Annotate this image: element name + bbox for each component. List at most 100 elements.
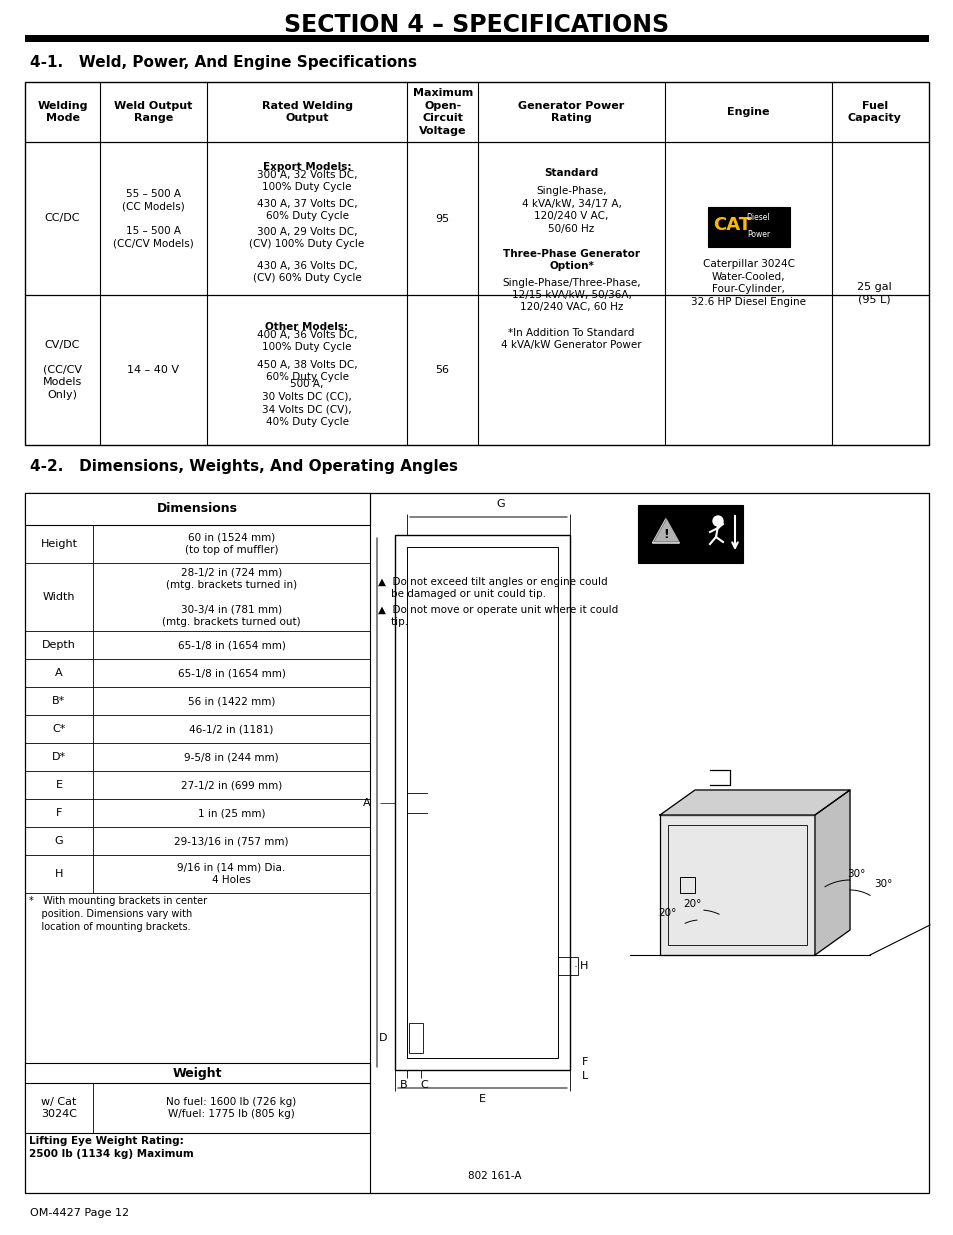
Text: No fuel: 1600 lb (726 kg)
W/fuel: 1775 lb (805 kg): No fuel: 1600 lb (726 kg) W/fuel: 1775 l… (166, 1097, 296, 1119)
Text: CC/DC: CC/DC (45, 214, 80, 224)
Text: 300 A, 32 Volts DC,
100% Duty Cycle: 300 A, 32 Volts DC, 100% Duty Cycle (256, 158, 357, 193)
Text: H: H (54, 869, 63, 879)
Text: 56 in (1422 mm): 56 in (1422 mm) (188, 697, 274, 706)
Text: ▲  Do not move or operate unit where it could
    tip.: ▲ Do not move or operate unit where it c… (377, 605, 618, 627)
Text: 27-1/2 in (699 mm): 27-1/2 in (699 mm) (181, 781, 282, 790)
Text: Single-Phase,
4 kVA/kW, 34/17 A,
120/240 V AC,
50/60 Hz: Single-Phase, 4 kVA/kW, 34/17 A, 120/240… (521, 186, 620, 233)
Text: *   With mounting brackets in center
    position. Dimensions vary with
    loca: * With mounting brackets in center posit… (29, 897, 207, 932)
Text: Caterpillar 3024C
Water-Cooled,
Four-Cylinder,
32.6 HP Diesel Engine: Caterpillar 3024C Water-Cooled, Four-Cyl… (690, 259, 805, 306)
Polygon shape (814, 790, 849, 955)
Text: Power: Power (746, 230, 769, 238)
Text: 56: 56 (436, 366, 449, 375)
Text: SECTION 4 – SPECIFICATIONS: SECTION 4 – SPECIFICATIONS (284, 14, 669, 37)
Text: 802 161-A: 802 161-A (468, 1171, 521, 1181)
Text: 55 – 500 A
(CC Models)

15 – 500 A
(CC/CV Models): 55 – 500 A (CC Models) 15 – 500 A (CC/CV… (112, 189, 193, 248)
Text: A: A (363, 798, 371, 808)
Text: Welding
Mode: Welding Mode (37, 101, 88, 124)
Text: 400 A, 36 Volts DC,
100% Duty Cycle: 400 A, 36 Volts DC, 100% Duty Cycle (256, 317, 357, 352)
Text: 4-2.   Dimensions, Weights, And Operating Angles: 4-2. Dimensions, Weights, And Operating … (30, 459, 457, 474)
Text: 430 A, 36 Volts DC,
(CV) 60% Duty Cycle: 430 A, 36 Volts DC, (CV) 60% Duty Cycle (253, 261, 361, 283)
Text: 300 A, 29 Volts DC,
(CV) 100% Duty Cycle: 300 A, 29 Volts DC, (CV) 100% Duty Cycle (249, 227, 364, 249)
Text: 9/16 in (14 mm) Dia.
4 Holes: 9/16 in (14 mm) Dia. 4 Holes (177, 863, 285, 885)
Text: D: D (378, 1032, 387, 1044)
Text: Weld Output
Range: Weld Output Range (114, 101, 193, 124)
Text: Other Models:: Other Models: (265, 322, 348, 332)
Text: Diesel: Diesel (746, 214, 769, 222)
Text: 20°: 20° (682, 899, 701, 909)
Text: OM-4427 Page 12: OM-4427 Page 12 (30, 1208, 129, 1218)
Bar (679, 877, 695, 893)
Text: D*: D* (51, 752, 66, 762)
Bar (25, 35, 928, 42)
Polygon shape (652, 519, 679, 543)
Text: Export Models:: Export Models: (262, 162, 351, 172)
Text: CAT: CAT (712, 216, 750, 233)
Text: 4-1.   Weld, Power, And Engine Specifications: 4-1. Weld, Power, And Engine Specificati… (30, 54, 416, 69)
Text: Depth: Depth (42, 640, 76, 650)
Text: E: E (478, 1094, 485, 1104)
Text: 65-1/8 in (1654 mm): 65-1/8 in (1654 mm) (177, 640, 285, 650)
Text: 450 A, 38 Volts DC,
60% Duty Cycle: 450 A, 38 Volts DC, 60% Duty Cycle (256, 359, 357, 382)
Text: A: A (55, 668, 63, 678)
Text: Weight: Weight (172, 1067, 222, 1079)
Bar (25, 493, 928, 1193)
Text: G: G (496, 499, 504, 509)
Bar (25, 82, 928, 445)
Text: H: H (579, 961, 588, 971)
Text: C: C (419, 1079, 428, 1091)
Text: ▲  Do not exceed tilt angles or engine could
    be damaged or unit could tip.: ▲ Do not exceed tilt angles or engine co… (377, 577, 607, 599)
Text: Standard: Standard (544, 168, 598, 178)
Bar (659, 815, 814, 955)
Text: B: B (399, 1079, 407, 1091)
Text: F: F (581, 1057, 588, 1067)
Circle shape (712, 516, 722, 526)
Text: 500 A,
30 Volts DC (CC),
34 Volts DC (CV),
40% Duty Cycle: 500 A, 30 Volts DC (CC), 34 Volts DC (CV… (262, 379, 352, 426)
Text: 30°: 30° (874, 878, 892, 889)
Text: Dimensions: Dimensions (157, 503, 237, 515)
Bar (707, 207, 789, 247)
Text: C*: C* (52, 724, 66, 734)
Polygon shape (653, 517, 679, 542)
Bar (409, 1023, 422, 1053)
Text: G: G (54, 836, 63, 846)
Bar (667, 825, 806, 945)
Text: Single-Phase/Three-Phase,
12/15 kVA/kW, 50/36A,
120/240 VAC, 60 Hz: Single-Phase/Three-Phase, 12/15 kVA/kW, … (501, 278, 640, 312)
Text: CV/DC

(CC/CV
Models
Only): CV/DC (CC/CV Models Only) (43, 340, 82, 400)
Text: B*: B* (52, 697, 66, 706)
Text: Height: Height (40, 538, 77, 550)
Bar (25, 493, 370, 525)
Text: Three-Phase Generator
Option*: Three-Phase Generator Option* (502, 248, 639, 272)
Text: E: E (55, 781, 63, 790)
Text: 95: 95 (436, 214, 449, 224)
Text: Lifting Eye Weight Rating:
2500 lb (1134 kg) Maximum: Lifting Eye Weight Rating: 2500 lb (1134… (29, 1136, 193, 1160)
Text: !: ! (662, 529, 668, 541)
Text: F: F (56, 808, 62, 818)
Text: 46-1/2 in (1181): 46-1/2 in (1181) (189, 724, 274, 734)
Text: Engine: Engine (726, 107, 769, 117)
Bar (558, 957, 578, 974)
Bar (395, 535, 569, 1070)
Text: 9-5/8 in (244 mm): 9-5/8 in (244 mm) (184, 752, 278, 762)
Text: *In Addition To Standard
4 kVA/kW Generator Power: *In Addition To Standard 4 kVA/kW Genera… (500, 327, 641, 351)
Text: Width: Width (43, 592, 75, 601)
Text: L: L (581, 1071, 588, 1081)
Text: 20°: 20° (658, 909, 677, 919)
Bar (638, 505, 742, 563)
Text: Maximum
Open-
Circuit
Voltage: Maximum Open- Circuit Voltage (412, 89, 473, 136)
Text: 30°: 30° (846, 869, 864, 879)
Text: 25 gal
(95 L): 25 gal (95 L) (857, 283, 891, 305)
Text: 65-1/8 in (1654 mm): 65-1/8 in (1654 mm) (177, 668, 285, 678)
Text: 29-13/16 in (757 mm): 29-13/16 in (757 mm) (174, 836, 289, 846)
Polygon shape (659, 790, 849, 815)
Text: Rated Welding
Output: Rated Welding Output (261, 101, 353, 124)
Text: 430 A, 37 Volts DC,
60% Duty Cycle: 430 A, 37 Volts DC, 60% Duty Cycle (256, 199, 357, 221)
Text: 28-1/2 in (724 mm)
(mtg. brackets turned in)

30-3/4 in (781 mm)
(mtg. brackets : 28-1/2 in (724 mm) (mtg. brackets turned… (162, 567, 300, 627)
Bar (25, 1063, 370, 1132)
Text: w/ Cat
3024C: w/ Cat 3024C (41, 1097, 77, 1119)
Text: Fuel
Capacity: Fuel Capacity (847, 101, 901, 124)
Text: 1 in (25 mm): 1 in (25 mm) (197, 808, 265, 818)
Text: 14 – 40 V: 14 – 40 V (128, 366, 179, 375)
Bar (407, 547, 558, 1058)
Text: 60 in (1524 mm)
(to top of muffler): 60 in (1524 mm) (to top of muffler) (185, 532, 278, 556)
Text: Generator Power
Rating: Generator Power Rating (517, 101, 624, 124)
